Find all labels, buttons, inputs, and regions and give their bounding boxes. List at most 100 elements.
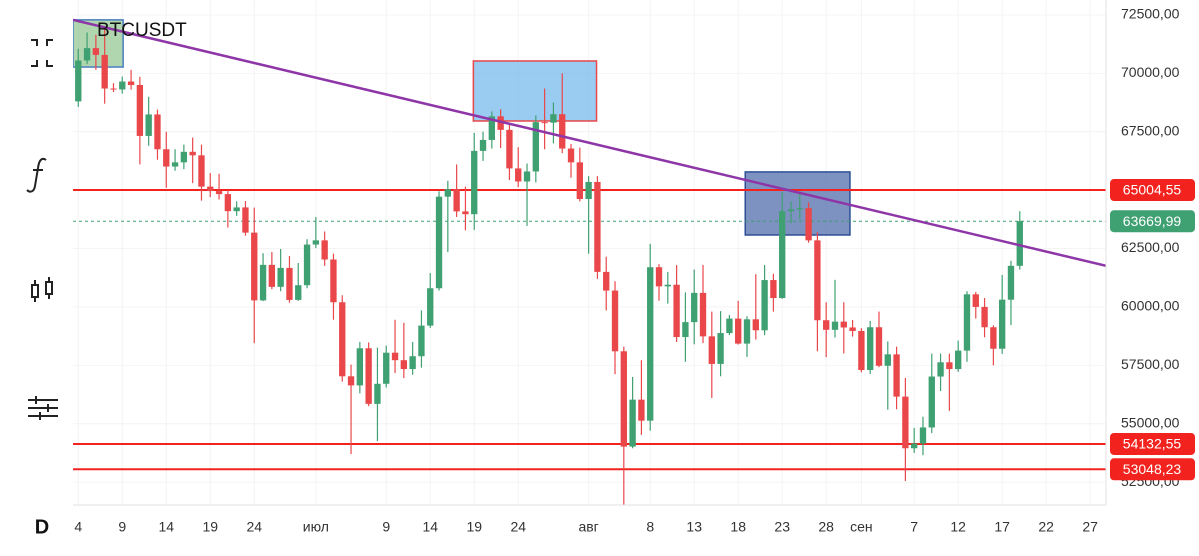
candle-body <box>541 122 548 124</box>
candle-body <box>743 319 751 344</box>
candle-body <box>990 327 997 349</box>
x-tick-label: авг <box>578 519 598 535</box>
annotation-box <box>744 171 851 236</box>
candle-body <box>972 294 979 307</box>
x-tick-label: 23 <box>774 519 790 535</box>
x-tick-label: 14 <box>422 519 438 535</box>
candle-body <box>435 196 443 289</box>
candle-body <box>251 232 258 301</box>
candle-body <box>567 148 575 163</box>
candle-body <box>479 139 487 151</box>
candle-body <box>180 151 188 163</box>
candle-body <box>365 348 372 404</box>
x-tick-label: 9 <box>118 519 126 535</box>
candle-body <box>163 149 170 167</box>
y-tick-label: 55000,00 <box>1121 414 1180 430</box>
candle-body <box>611 290 619 352</box>
x-tick-label: 12 <box>950 519 966 535</box>
candle-body <box>75 60 82 102</box>
candle-body <box>691 292 698 323</box>
x-tick-label: 28 <box>818 519 834 535</box>
candle-body <box>154 114 161 150</box>
annotation-box <box>472 60 598 122</box>
x-tick-label: 18 <box>730 519 746 535</box>
x-tick-label: 4 <box>74 519 82 535</box>
candle-body <box>893 354 900 397</box>
candle-body <box>858 330 865 370</box>
candle-body <box>1016 221 1023 266</box>
candle-body <box>171 162 179 167</box>
candle-body <box>884 354 891 366</box>
candle-body <box>83 48 91 61</box>
candle-body <box>726 318 733 334</box>
candle-body <box>488 116 495 140</box>
candle-body <box>532 122 539 172</box>
candle-body <box>383 352 390 384</box>
candle-body <box>717 333 724 364</box>
candle-body <box>391 352 399 361</box>
candle-body <box>585 181 592 200</box>
y-tick-label: 62500,00 <box>1121 239 1180 255</box>
fullscreen-icon[interactable] <box>31 39 53 67</box>
price-tag <box>1110 179 1195 202</box>
candle-body <box>321 240 328 260</box>
candle-body <box>1007 265 1015 300</box>
candle-body <box>919 427 927 444</box>
candle-body <box>145 114 152 136</box>
x-tick-label: 8 <box>646 519 654 535</box>
candle-body <box>779 211 786 299</box>
candle-body <box>682 322 689 338</box>
x-tick-label: 27 <box>1082 519 1098 535</box>
candle-body <box>127 81 135 86</box>
candle-body <box>770 280 777 299</box>
candle-body <box>849 327 856 331</box>
chart-type-icon[interactable] <box>31 277 53 302</box>
indicator-icon[interactable] <box>26 157 47 193</box>
candle-body <box>708 336 715 364</box>
candle-body <box>787 209 795 212</box>
candle-body <box>875 327 883 366</box>
y-tick-label: 70000,00 <box>1121 64 1180 80</box>
candle-body <box>119 81 126 90</box>
candle-body <box>295 285 302 300</box>
x-tick-label: 9 <box>382 519 390 535</box>
candle-body <box>664 284 671 287</box>
price-tag-label: 63669,99 <box>1123 213 1182 229</box>
trend-line <box>73 18 1106 268</box>
settings-icon[interactable] <box>28 396 58 420</box>
candle-body <box>233 207 240 212</box>
candle-body <box>471 150 478 215</box>
candle-body <box>955 350 962 370</box>
candle-body <box>867 327 874 370</box>
annotation-box <box>73 19 124 68</box>
candle-body <box>831 321 839 330</box>
candle-body <box>761 280 768 331</box>
candle-body <box>339 302 346 377</box>
candle-body <box>902 396 909 449</box>
candle-body <box>735 318 742 344</box>
candle-body <box>189 151 196 156</box>
candle-body <box>603 271 610 291</box>
price-tag-label: 54132,55 <box>1123 436 1182 452</box>
toolbar[interactable] <box>26 39 58 420</box>
candle-body <box>409 356 416 370</box>
x-tick-label: 13 <box>686 519 702 535</box>
candle-body <box>462 211 469 215</box>
candle-body <box>110 88 117 90</box>
candle-body <box>356 348 364 386</box>
candle-body <box>506 129 513 169</box>
candle-body <box>981 306 988 328</box>
candle-body <box>999 299 1006 349</box>
price-tag-label: 53048,23 <box>1123 461 1182 477</box>
candle-body <box>303 244 311 286</box>
candle-body <box>444 189 452 197</box>
candle-body <box>92 48 100 55</box>
candle-body <box>699 292 707 337</box>
candle-body <box>259 264 267 301</box>
interval-label[interactable]: D <box>35 516 49 538</box>
candle-body <box>268 264 276 287</box>
price-tag <box>1110 458 1195 481</box>
y-tick-label: 72500,00 <box>1121 6 1180 22</box>
